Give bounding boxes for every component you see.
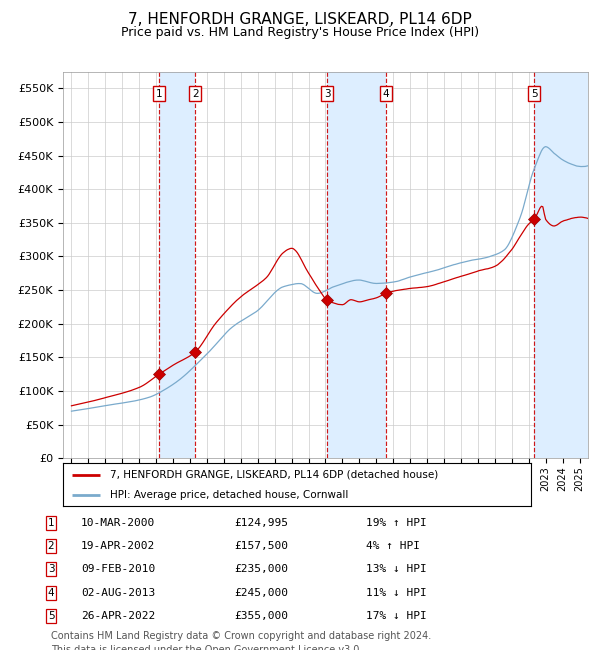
Text: HPI: Average price, detached house, Cornwall: HPI: Average price, detached house, Corn… xyxy=(110,490,348,500)
Text: 19% ↑ HPI: 19% ↑ HPI xyxy=(366,517,427,528)
Bar xyxy=(328,72,386,458)
Text: 13% ↓ HPI: 13% ↓ HPI xyxy=(366,564,427,575)
Text: 7, HENFORDH GRANGE, LISKEARD, PL14 6DP (detached house): 7, HENFORDH GRANGE, LISKEARD, PL14 6DP (… xyxy=(110,470,438,480)
Text: This data is licensed under the Open Government Licence v3.0.: This data is licensed under the Open Gov… xyxy=(51,645,362,650)
Text: 11% ↓ HPI: 11% ↓ HPI xyxy=(366,588,427,598)
Text: 1: 1 xyxy=(156,88,163,99)
Text: 5: 5 xyxy=(531,88,538,99)
Text: 4: 4 xyxy=(47,588,55,598)
Text: 1: 1 xyxy=(47,517,55,528)
Text: 3: 3 xyxy=(324,88,331,99)
Text: 2: 2 xyxy=(47,541,55,551)
Bar xyxy=(534,72,588,458)
Text: 19-APR-2002: 19-APR-2002 xyxy=(81,541,155,551)
Text: Contains HM Land Registry data © Crown copyright and database right 2024.: Contains HM Land Registry data © Crown c… xyxy=(51,631,431,641)
Text: £245,000: £245,000 xyxy=(234,588,288,598)
Text: Price paid vs. HM Land Registry's House Price Index (HPI): Price paid vs. HM Land Registry's House … xyxy=(121,26,479,39)
Text: £355,000: £355,000 xyxy=(234,611,288,621)
Text: 4% ↑ HPI: 4% ↑ HPI xyxy=(366,541,420,551)
Text: 5: 5 xyxy=(47,611,55,621)
Text: £124,995: £124,995 xyxy=(234,517,288,528)
Text: 10-MAR-2000: 10-MAR-2000 xyxy=(81,517,155,528)
Text: 7, HENFORDH GRANGE, LISKEARD, PL14 6DP: 7, HENFORDH GRANGE, LISKEARD, PL14 6DP xyxy=(128,12,472,27)
Text: 26-APR-2022: 26-APR-2022 xyxy=(81,611,155,621)
Text: 09-FEB-2010: 09-FEB-2010 xyxy=(81,564,155,575)
Text: 4: 4 xyxy=(383,88,389,99)
Text: 02-AUG-2013: 02-AUG-2013 xyxy=(81,588,155,598)
Text: 3: 3 xyxy=(47,564,55,575)
Text: £157,500: £157,500 xyxy=(234,541,288,551)
Text: 17% ↓ HPI: 17% ↓ HPI xyxy=(366,611,427,621)
Text: £235,000: £235,000 xyxy=(234,564,288,575)
Bar xyxy=(160,72,195,458)
Text: 2: 2 xyxy=(192,88,199,99)
